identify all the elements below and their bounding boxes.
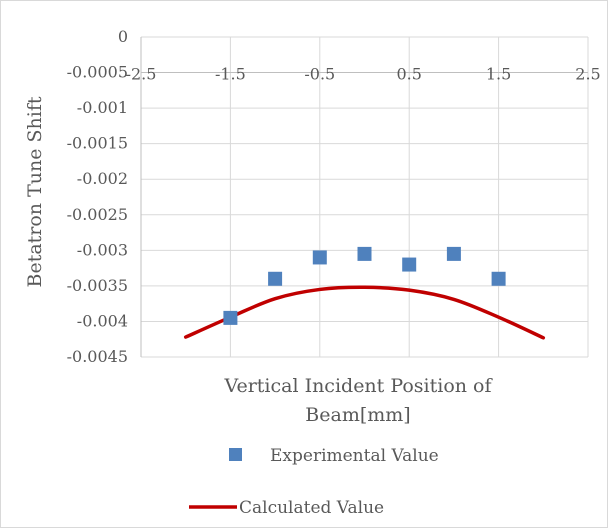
- x-axis-title-line-1: Vertical Incident Position of: [223, 375, 493, 397]
- y-tick-label: 0: [118, 27, 128, 46]
- legend-label-experimental: Experimental Value: [270, 446, 439, 466]
- y-tick-label: -0.0045: [67, 347, 128, 366]
- experimental-value-point: [223, 310, 238, 325]
- y-tick-label: -0.003: [77, 240, 128, 259]
- x-tick-label: 2.5: [575, 65, 600, 84]
- legend: Experimental Value Calculated Value: [189, 446, 439, 518]
- experimental-value-point: [491, 271, 506, 286]
- y-tick-label: -0.002: [77, 169, 128, 188]
- legend-label-calculated: Calculated Value: [239, 498, 384, 518]
- y-axis-title: Betatron Tune Shift: [24, 96, 46, 287]
- data-series: [183, 246, 546, 340]
- experimental-value-point: [312, 250, 327, 265]
- y-tick-label: -0.0035: [67, 276, 128, 295]
- experimental-value-point: [357, 246, 372, 261]
- axes: [140, 37, 588, 357]
- experimental-value-point: [402, 257, 417, 272]
- y-tick-label: -0.001: [77, 98, 128, 117]
- x-axis-title-line-2: Beam[mm]: [305, 404, 410, 426]
- y-tick-label: -0.0015: [67, 134, 128, 153]
- x-tick-label: -2.5: [126, 65, 157, 84]
- y-tick-label: -0.0025: [67, 205, 128, 224]
- y-tick-label: -0.004: [77, 311, 128, 330]
- y-tick-label: -0.0005: [67, 63, 128, 82]
- x-tick-label: 1.5: [486, 65, 511, 84]
- experimental-value-point: [268, 271, 283, 286]
- gridlines: [141, 36, 589, 358]
- x-tick-label: -0.5: [304, 65, 335, 84]
- experimental-value-point: [446, 246, 461, 261]
- tick-labels: 0 -0.0005 -0.001 -0.0015 -0.002 -0.0025 -0.003…: [67, 27, 601, 366]
- legend-marker-experimental: [229, 448, 242, 461]
- calculated-value-line: [183, 285, 546, 340]
- x-tick-label: 0.5: [396, 65, 421, 84]
- x-tick-label: -1.5: [215, 65, 246, 84]
